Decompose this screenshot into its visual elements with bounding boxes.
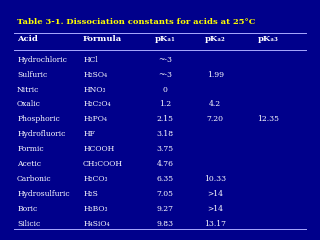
Text: >14: >14 — [207, 190, 223, 198]
Text: HCl: HCl — [83, 56, 98, 64]
Text: 13.17: 13.17 — [204, 220, 226, 228]
Text: 9.27: 9.27 — [156, 205, 173, 213]
Text: 3.75: 3.75 — [156, 145, 173, 153]
Text: 2.15: 2.15 — [156, 115, 173, 123]
Text: ~-3: ~-3 — [158, 56, 172, 64]
Text: H₂CO₃: H₂CO₃ — [83, 175, 108, 183]
Text: Nitric: Nitric — [17, 86, 39, 94]
Text: Hydrofluoric: Hydrofluoric — [17, 130, 66, 138]
Text: ~-3: ~-3 — [158, 71, 172, 79]
Text: Hydrosulfuric: Hydrosulfuric — [17, 190, 70, 198]
Text: pKₐ₁: pKₐ₁ — [155, 35, 175, 43]
Text: H₂SO₄: H₂SO₄ — [83, 71, 107, 79]
Text: pKₐ₃: pKₐ₃ — [258, 35, 279, 43]
Text: H₂S: H₂S — [83, 190, 98, 198]
Text: 10.33: 10.33 — [204, 175, 226, 183]
Text: Oxalic: Oxalic — [17, 101, 41, 108]
Text: H₄SiO₄: H₄SiO₄ — [83, 220, 110, 228]
Text: 0: 0 — [162, 86, 167, 94]
Text: 1.99: 1.99 — [207, 71, 224, 79]
Text: Table 3-1. Dissociation constants for acids at 25°C: Table 3-1. Dissociation constants for ac… — [17, 18, 256, 26]
Text: HCOOH: HCOOH — [83, 145, 114, 153]
Text: 1.2: 1.2 — [159, 101, 171, 108]
Text: H₃BO₃: H₃BO₃ — [83, 205, 108, 213]
Text: 7.20: 7.20 — [207, 115, 224, 123]
Text: Silicic: Silicic — [17, 220, 40, 228]
Text: HNO₃: HNO₃ — [83, 86, 106, 94]
Text: Boric: Boric — [17, 205, 37, 213]
Text: Phosphoric: Phosphoric — [17, 115, 60, 123]
Text: Acid: Acid — [17, 35, 38, 43]
Text: H₂C₂O₄: H₂C₂O₄ — [83, 101, 111, 108]
Text: 7.05: 7.05 — [156, 190, 173, 198]
Text: 3.18: 3.18 — [156, 130, 173, 138]
Text: Formula: Formula — [83, 35, 122, 43]
Text: 6.35: 6.35 — [156, 175, 173, 183]
Text: 9.83: 9.83 — [156, 220, 173, 228]
Text: Sulfuric: Sulfuric — [17, 71, 47, 79]
Text: Acetic: Acetic — [17, 160, 41, 168]
Text: Carbonic: Carbonic — [17, 175, 52, 183]
Text: 4.76: 4.76 — [156, 160, 173, 168]
Text: Hydrochloric: Hydrochloric — [17, 56, 67, 64]
Text: CH₃COOH: CH₃COOH — [83, 160, 123, 168]
Text: 4.2: 4.2 — [209, 101, 221, 108]
Text: 12.35: 12.35 — [258, 115, 280, 123]
Text: H₃PO₄: H₃PO₄ — [83, 115, 107, 123]
Text: Formic: Formic — [17, 145, 44, 153]
Text: pKₐ₂: pKₐ₂ — [205, 35, 226, 43]
Text: >14: >14 — [207, 205, 223, 213]
Text: HF: HF — [83, 130, 95, 138]
